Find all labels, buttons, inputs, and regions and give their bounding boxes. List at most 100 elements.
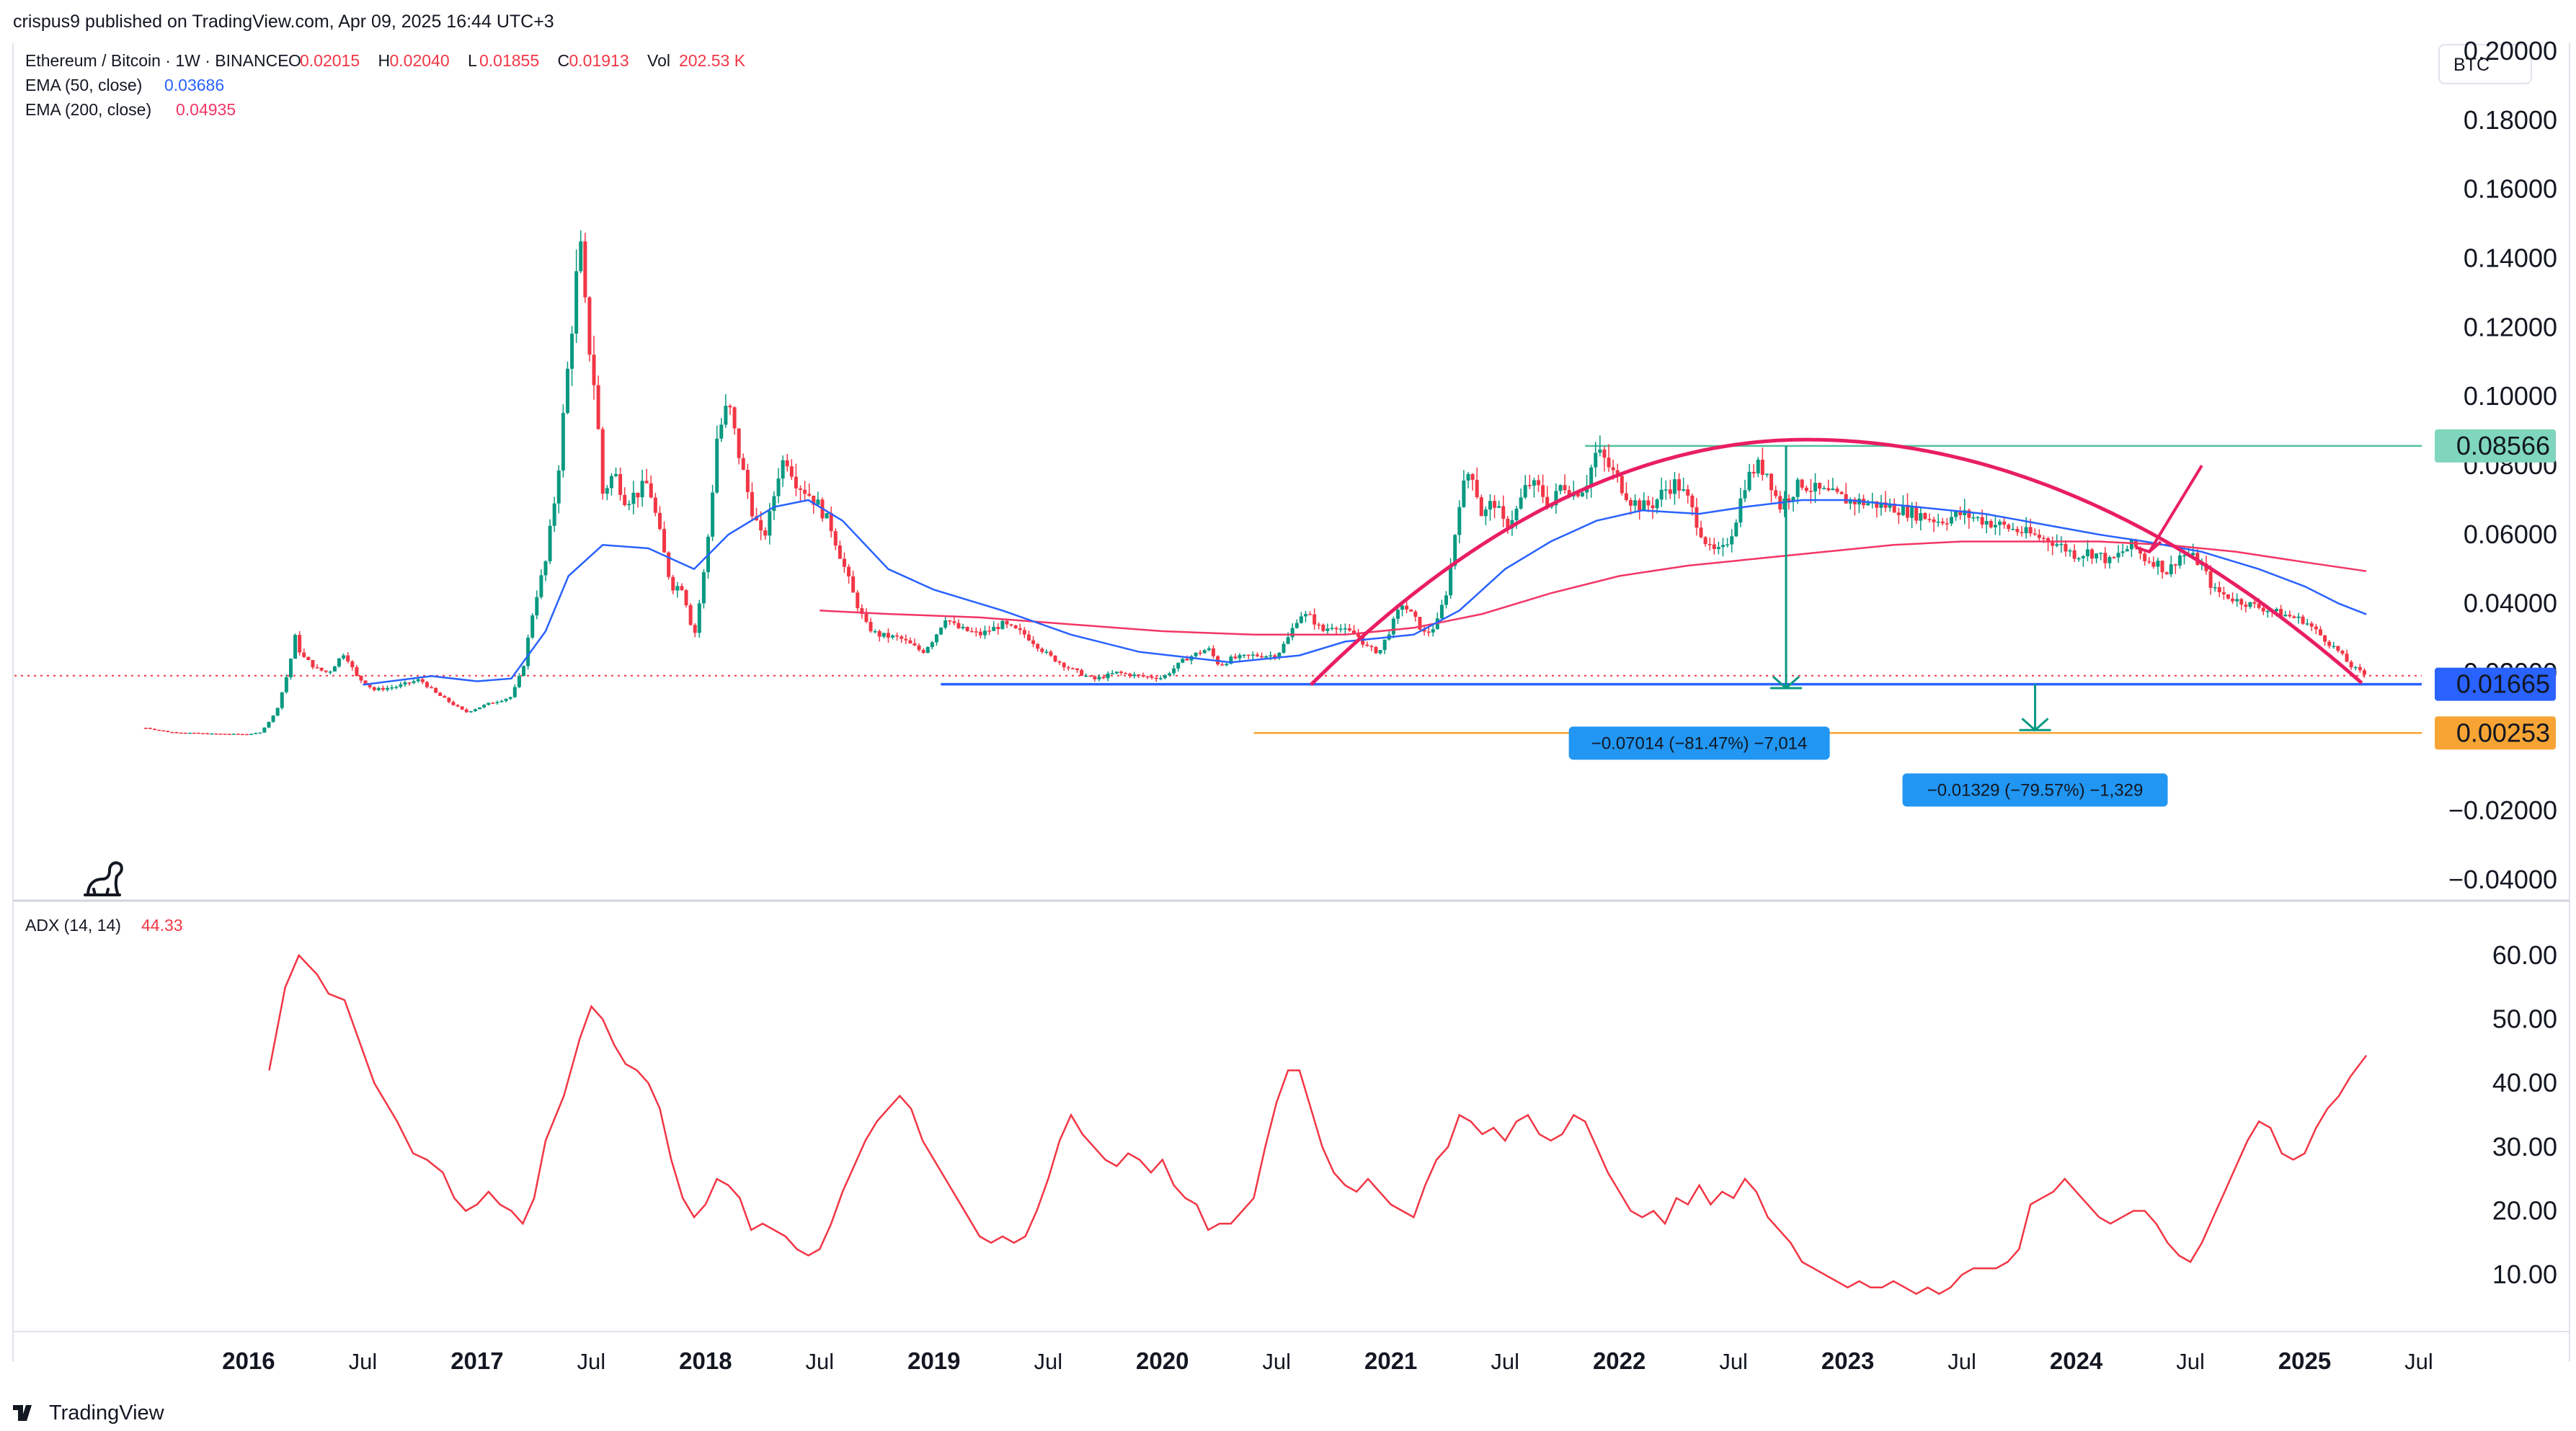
adx-tick-label: 10.00: [2492, 1260, 2557, 1289]
time-tick-label: 2022: [1593, 1347, 1645, 1374]
candle: [1826, 479, 1831, 492]
candle: [2147, 556, 2151, 565]
candle: [825, 512, 829, 519]
candle: [1084, 673, 1088, 677]
candle: [1984, 514, 1989, 534]
candle: [456, 704, 460, 708]
measure2-label[interactable]: −0.01329 (−79.57%) −1,329: [1902, 773, 2168, 807]
candle: [468, 710, 473, 713]
candle: [166, 730, 170, 733]
candle: [240, 734, 244, 736]
candle: [223, 734, 227, 735]
candle: [1483, 506, 1488, 525]
price-tick-label: 0.14000: [2464, 244, 2557, 273]
adx-legend-label[interactable]: ADX (14, 14): [25, 916, 121, 935]
candle: [403, 680, 407, 687]
candle: [1422, 625, 1426, 636]
time-tick-label: 2025: [2278, 1347, 2331, 1374]
symbol-title[interactable]: Ethereum / Bitcoin · 1W · BINANCE: [25, 51, 289, 70]
measure1-label[interactable]: −0.07014 (−81.47%) −7,014: [1568, 726, 1830, 760]
candle: [425, 681, 429, 689]
adx-axis[interactable]: 60.00 50.00 40.00 30.00 20.00 10.00: [2492, 940, 2557, 1289]
candle: [2244, 601, 2248, 612]
candle: [1712, 538, 1716, 555]
ema50-legend-label[interactable]: EMA (50, close): [25, 76, 142, 94]
candle: [288, 658, 293, 680]
candle: [2081, 555, 2085, 567]
measure1-arrow[interactable]: [1770, 445, 1803, 690]
candle: [561, 404, 565, 478]
candle: [447, 697, 451, 704]
time-axis[interactable]: 2016 Jul 2017 Jul 2018 Jul 2019 Jul 2020 Jul 2021 J…: [222, 1347, 2433, 1374]
price-tick-label: −0.02000: [2448, 795, 2557, 825]
candle: [218, 734, 223, 735]
ema200-legend-label[interactable]: EMA (200, close): [25, 100, 151, 119]
candle: [319, 667, 324, 672]
candle: [640, 469, 644, 507]
candle: [1607, 444, 1611, 472]
price-tick-label: 0.04000: [2464, 589, 2557, 618]
candle: [781, 455, 785, 487]
candle: [1800, 478, 1804, 491]
arrow-shaft: [2148, 465, 2203, 553]
rounding-top-arc[interactable]: [1310, 437, 2363, 687]
currency-button-label: BTC: [2453, 55, 2490, 75]
time-tick-label: 2017: [450, 1347, 503, 1374]
currency-button[interactable]: BTC: [2438, 44, 2532, 84]
candle: [1707, 538, 1712, 550]
candle: [539, 569, 543, 599]
candle: [1642, 492, 1646, 511]
candle: [376, 686, 381, 692]
time-tick-label: 2018: [679, 1347, 732, 1374]
candle: [2292, 615, 2296, 619]
target-price-tag: 0.00253: [2435, 716, 2556, 750]
candle: [2239, 597, 2244, 610]
candle: [803, 481, 807, 502]
candle: [886, 628, 890, 643]
candle: [1053, 655, 1057, 663]
candle: [1488, 494, 1492, 521]
candle: [600, 427, 605, 500]
resistance-price-tag: 0.08566: [2435, 429, 2556, 463]
candle: [1818, 482, 1822, 495]
measure2-arrow[interactable]: [2019, 684, 2051, 732]
ohlc-legend: O0.02015 H 0.02040 L 0.01855 C 0.01913 Vol 202.5…: [288, 51, 746, 70]
time-tick-label: 2019: [907, 1347, 960, 1374]
candle: [368, 685, 372, 690]
candle: [2169, 556, 2173, 577]
candle: [381, 685, 385, 692]
candle: [2340, 649, 2345, 656]
candle: [1000, 619, 1005, 630]
candle: [636, 492, 640, 508]
candle: [1242, 654, 1246, 659]
candle: [745, 463, 750, 499]
candle: [262, 727, 267, 733]
ema50-legend-value: 0.03686: [164, 76, 224, 94]
candle: [1273, 653, 1277, 661]
candle: [1405, 599, 1409, 614]
candle: [1523, 475, 1527, 499]
candle: [315, 664, 319, 669]
candle: [2323, 635, 2327, 646]
candle: [267, 721, 271, 728]
candle: [961, 623, 965, 630]
candle: [311, 659, 315, 669]
candle: [1615, 463, 1620, 483]
candle: [1395, 606, 1400, 624]
time-tick-label: Jul: [2404, 1349, 2433, 1374]
candle: [2349, 660, 2353, 670]
candle: [2103, 547, 2108, 569]
arrow-annotation[interactable]: [2136, 465, 2203, 554]
candle: [657, 506, 662, 531]
candle: [618, 467, 623, 501]
candle: [1716, 541, 1720, 555]
candle: [2072, 544, 2077, 562]
support-price-text: 0.01665: [2456, 669, 2550, 699]
candle: [750, 482, 754, 522]
candle: [1207, 646, 1211, 651]
candle: [1150, 674, 1154, 680]
candle: [1128, 672, 1132, 679]
candle: [1734, 519, 1738, 538]
candle: [451, 700, 456, 706]
candle: [1795, 477, 1800, 504]
